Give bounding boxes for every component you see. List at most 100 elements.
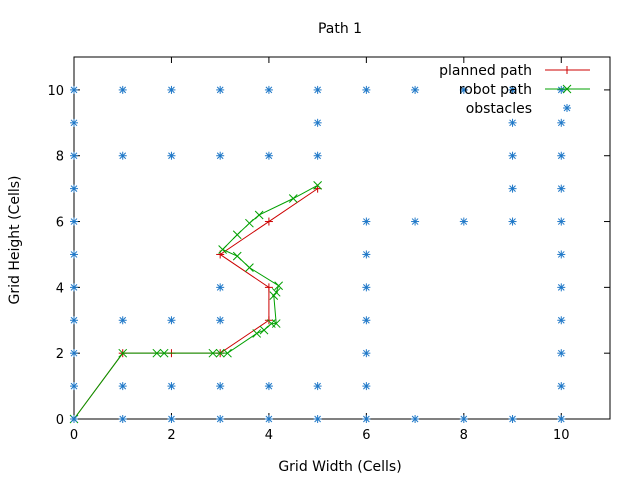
obstacle-point — [118, 85, 127, 94]
obstacle-point — [70, 118, 78, 127]
path-point — [264, 283, 273, 292]
path-point — [208, 348, 218, 358]
obstacle-point — [557, 250, 566, 259]
obstacle-point — [313, 415, 322, 423]
obstacle-point — [167, 415, 176, 423]
obstacle-point — [313, 151, 322, 160]
obstacle-point — [70, 283, 78, 292]
plot-frame — [73, 56, 611, 420]
obstacle-point — [459, 415, 468, 423]
obstacle-point — [362, 382, 371, 391]
y-tick-label: 10 — [47, 84, 64, 99]
path-point — [271, 287, 281, 297]
obstacle-point — [508, 184, 517, 193]
obstacle-point — [411, 217, 420, 226]
obstacle-point — [216, 415, 225, 423]
obstacle-point — [264, 382, 273, 391]
y-tick-label: 2 — [56, 347, 64, 362]
obstacle-point — [557, 349, 566, 358]
path-point — [245, 218, 254, 228]
obstacle-point — [362, 217, 371, 226]
obstacle-point — [264, 415, 273, 423]
path-point — [152, 348, 162, 358]
obstacle-point — [313, 382, 322, 391]
path-point — [254, 210, 264, 220]
obstacle-point — [70, 382, 78, 391]
obstacle-point — [508, 415, 517, 423]
path-point — [232, 230, 242, 240]
path-point — [264, 217, 273, 226]
series-layer — [69, 85, 566, 424]
path-point — [245, 263, 254, 272]
path-point — [223, 348, 232, 358]
obstacle-point — [167, 151, 176, 160]
x-tick-label: 8 — [460, 428, 468, 443]
x-axis-label: Grid Width (Cells) — [278, 459, 401, 475]
obstacle-point — [557, 316, 566, 325]
obstacle-point — [216, 283, 225, 292]
series-obstacles — [70, 85, 566, 423]
obstacle-point — [362, 349, 371, 358]
obstacle-point — [216, 151, 225, 160]
legend-label: planned path — [439, 63, 532, 79]
path-point — [271, 319, 281, 328]
legend-label: obstacles — [466, 101, 532, 117]
obstacle-point — [557, 283, 566, 292]
y-axis-label: Grid Height (Cells) — [7, 176, 23, 305]
y-tick-label: 6 — [56, 216, 64, 231]
obstacle-point — [216, 382, 225, 391]
x-tick-label: 4 — [265, 428, 273, 443]
obstacle-point — [557, 118, 566, 127]
series-planned-path — [70, 184, 322, 423]
obstacle-point — [70, 415, 78, 423]
path-point — [288, 194, 298, 203]
obstacle-point — [557, 217, 566, 226]
path-point — [259, 325, 269, 335]
obstacle-point — [411, 415, 420, 423]
obstacle-point — [70, 349, 78, 358]
obstacle-point — [557, 184, 566, 193]
obstacle-point — [459, 217, 468, 226]
x-tick-label: 2 — [167, 428, 175, 443]
obstacle-point — [216, 316, 225, 325]
series-robot-path — [69, 180, 322, 424]
obstacle-point — [313, 85, 322, 94]
obstacle-point — [557, 85, 566, 94]
obstacle-point — [167, 382, 176, 391]
obstacle-point — [508, 217, 517, 226]
obstacle-point — [118, 382, 127, 391]
series-line — [73, 188, 318, 420]
y-tick-label: 0 — [56, 413, 64, 428]
y-tick-label: 8 — [56, 150, 64, 165]
obstacle-point — [508, 118, 517, 127]
obstacle-point — [362, 250, 371, 259]
obstacle-point — [557, 151, 566, 160]
obstacle-point — [557, 382, 566, 391]
path-point — [232, 251, 242, 261]
x-tick-label: 0 — [70, 428, 78, 443]
path-point — [264, 316, 273, 325]
obstacle-point — [70, 316, 78, 325]
obstacle-point — [70, 85, 78, 94]
legend: planned path robot path obstacles — [439, 63, 590, 117]
obstacle-point — [362, 316, 371, 325]
y-tick-label: 4 — [56, 281, 64, 296]
legend-marker — [562, 84, 572, 94]
legend-marker — [563, 104, 571, 112]
obstacle-point — [459, 85, 468, 94]
obstacle-point — [411, 85, 420, 94]
obstacle-point — [362, 283, 371, 292]
chart-title: Path 1 — [318, 21, 362, 37]
obstacle-point — [167, 85, 176, 94]
obstacle-point — [70, 217, 78, 226]
obstacle-point — [557, 415, 566, 423]
obstacle-point — [216, 85, 225, 94]
obstacle-point — [70, 250, 78, 259]
series-line — [73, 184, 318, 420]
obstacle-point — [508, 85, 517, 94]
path-point — [218, 245, 227, 254]
obstacle-point — [118, 151, 127, 160]
obstacle-point — [118, 316, 127, 325]
obstacle-point — [264, 85, 273, 94]
